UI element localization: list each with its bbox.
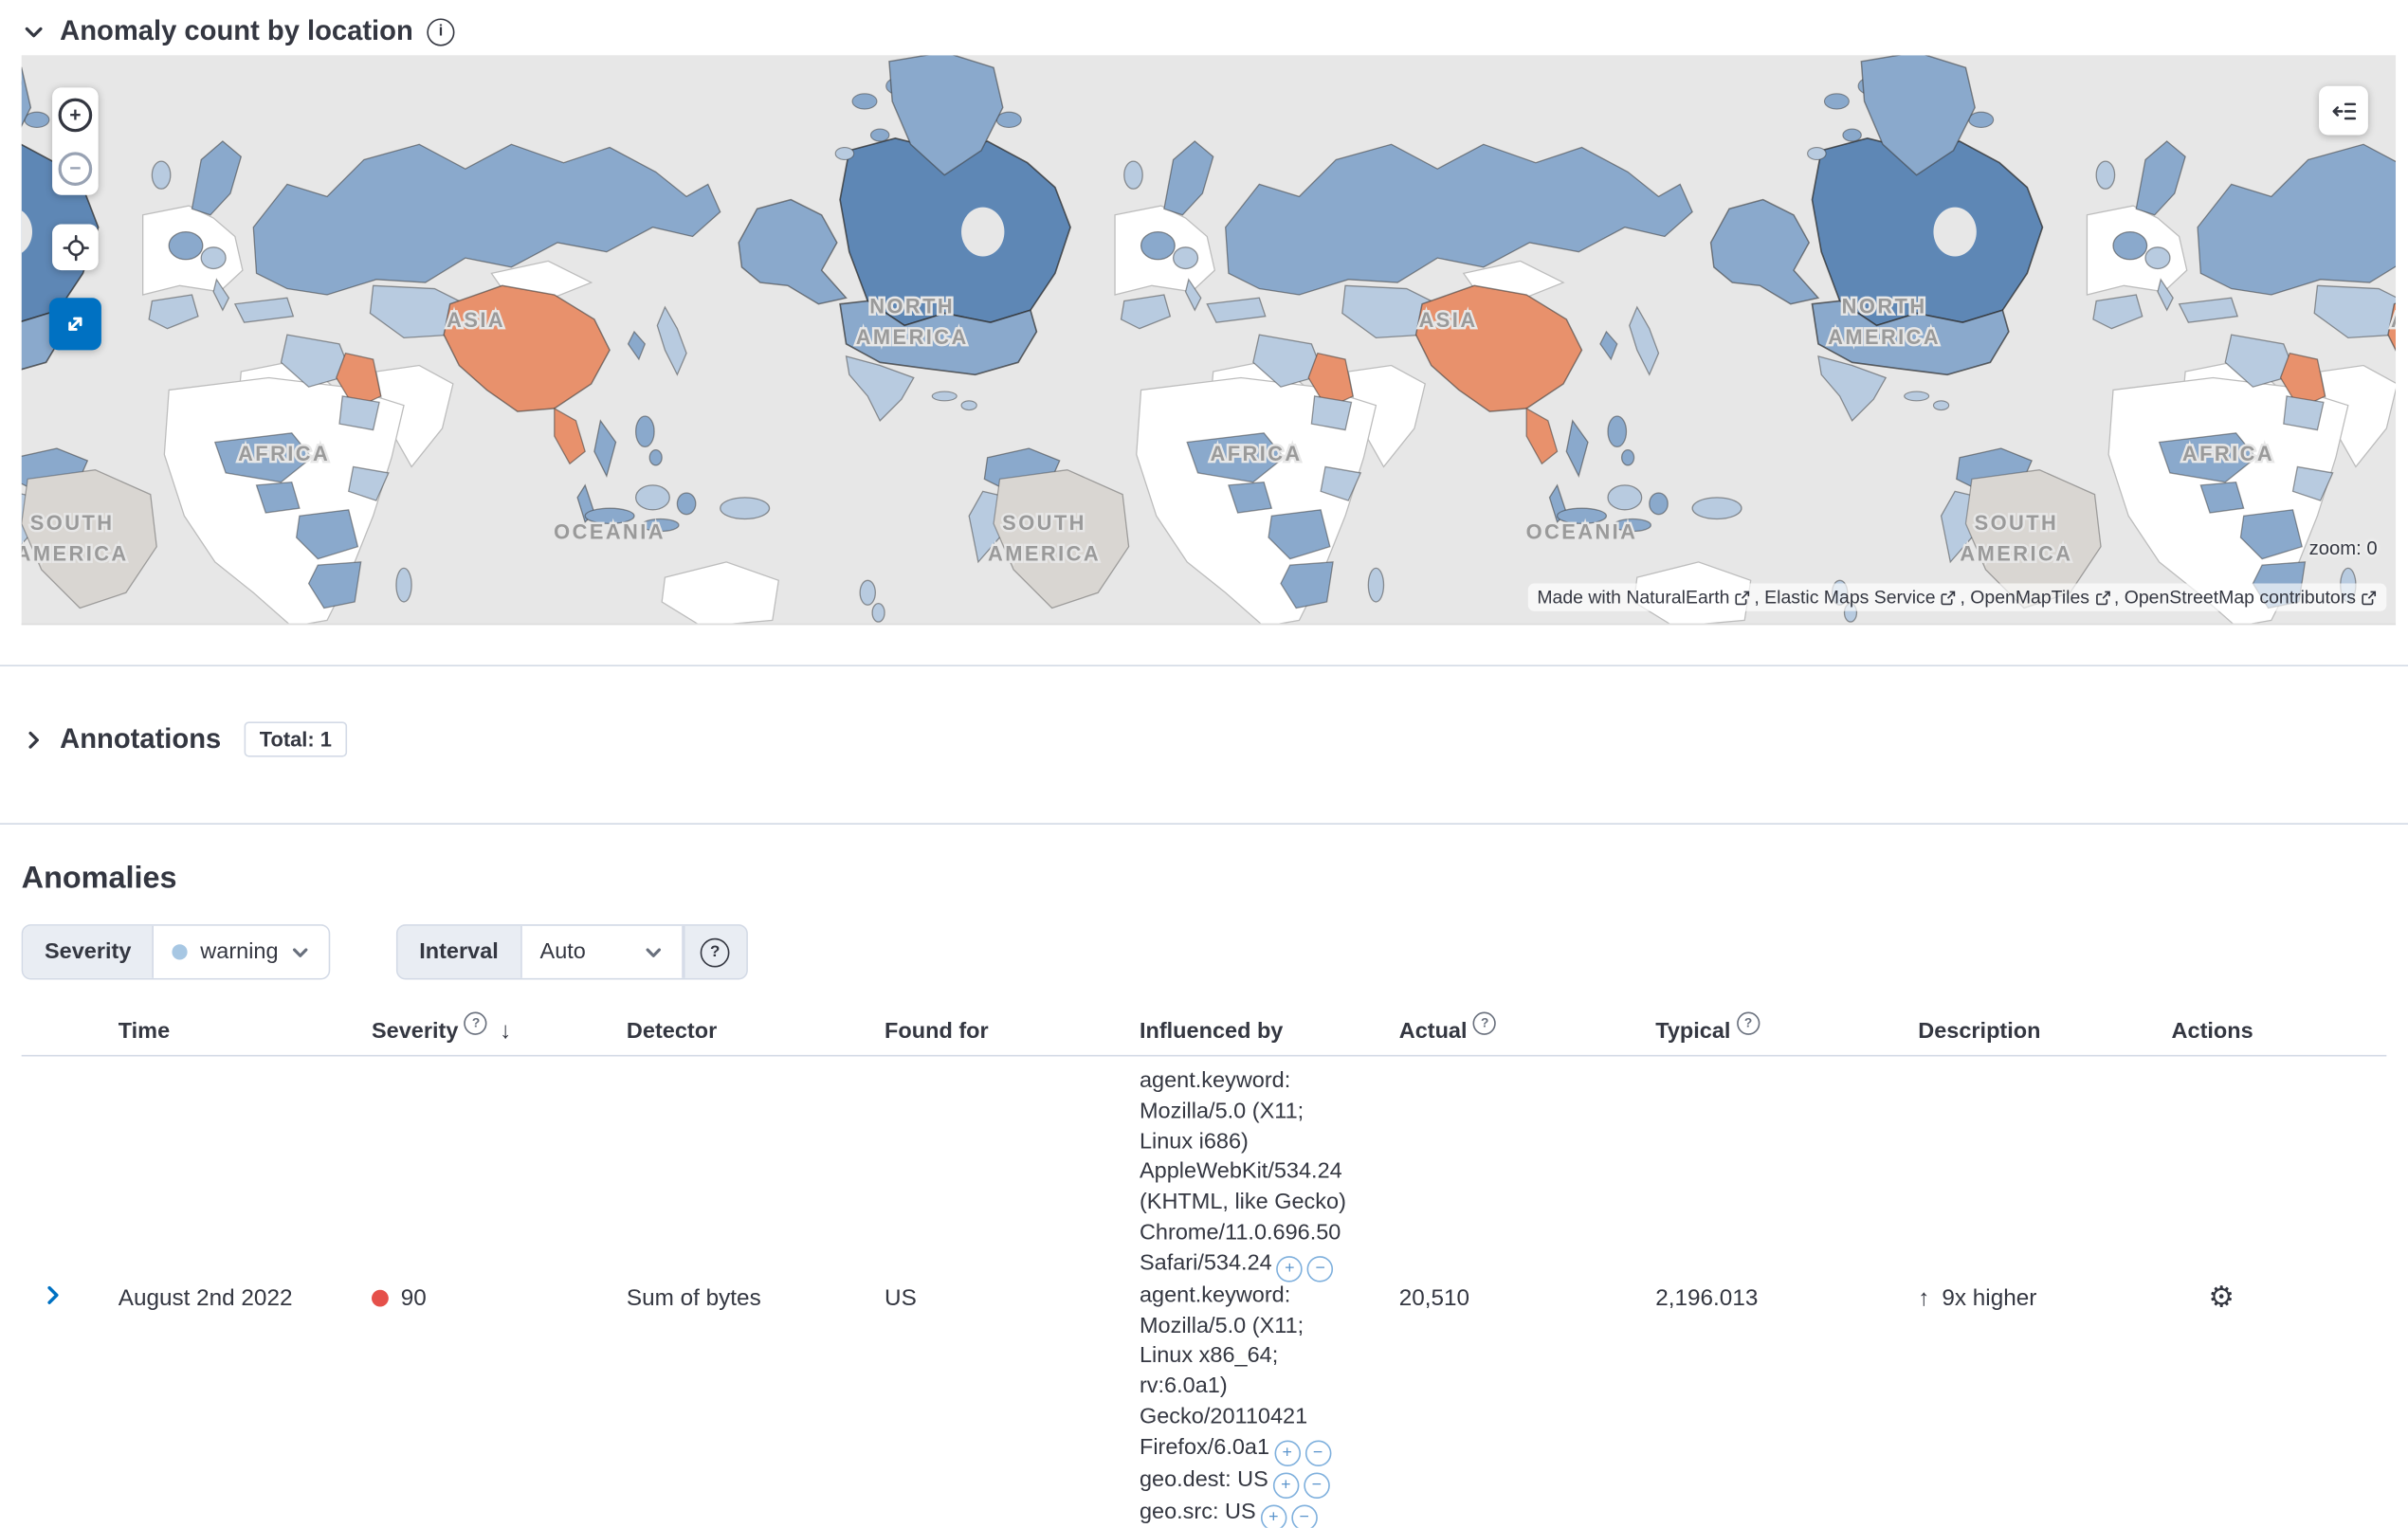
filter-out-icon[interactable]: −	[1306, 1255, 1334, 1282]
zoom-out-icon: −	[58, 151, 93, 186]
help-icon: ?	[700, 937, 730, 967]
cell-detector: Sum of bytes	[626, 1284, 761, 1311]
info-icon[interactable]: i	[427, 17, 455, 45]
arrow-up-icon: ↑	[1918, 1284, 1930, 1311]
header-severity[interactable]: Severity ? ↓	[350, 1011, 605, 1045]
header-time: Time	[118, 1018, 171, 1044]
annotations-header: Annotations Total: 1	[22, 721, 348, 757]
attribution-link-openstreetmap[interactable]: , OpenStreetMap contributors	[2114, 587, 2378, 608]
cell-actions: ⚙	[2150, 1280, 2386, 1315]
filter-out-icon[interactable]: −	[1290, 1504, 1318, 1528]
help-icon[interactable]: ?	[1736, 1011, 1760, 1035]
external-link-icon	[1941, 590, 1956, 605]
cell-found-for: US	[885, 1284, 917, 1311]
row-expand-button[interactable]	[22, 1282, 97, 1314]
interval-value: Auto	[539, 939, 586, 965]
legend-collapse-icon	[2331, 101, 2356, 119]
zoom-in-button[interactable]: +	[58, 97, 93, 132]
zoom-level-indicator: zoom: 0	[2308, 537, 2378, 559]
interval-filter: Interval Auto ?	[395, 924, 748, 980]
table-header-row: Time Severity ? ↓ Detector Found for Inf…	[21, 1011, 2387, 1057]
chevron-down-icon	[293, 947, 308, 957]
attribution-link-naturalearth[interactable]: Made with NaturalEarth	[1537, 587, 1751, 608]
severity-score: 90	[400, 1284, 427, 1311]
help-icon[interactable]: ?	[1473, 1011, 1497, 1035]
cell-time: August 2nd 2022	[118, 1284, 293, 1311]
header-typical: Typical?	[1634, 1011, 1897, 1045]
attribution-link-elastic-maps-service[interactable]: , Elastic Maps Service	[1754, 587, 1957, 608]
sort-descending-icon: ↓	[500, 1017, 512, 1045]
external-link-icon	[2362, 590, 2377, 605]
filter-out-icon[interactable]: −	[1304, 1440, 1331, 1466]
filter-for-icon[interactable]: +	[1260, 1504, 1287, 1528]
header-detector: Detector	[626, 1018, 718, 1044]
external-link-icon	[2095, 590, 2110, 605]
expand-icon	[68, 317, 82, 331]
annotations-title: Annotations	[60, 722, 222, 755]
header-actual: Actual?	[1377, 1011, 1634, 1045]
map-panel-header: Anomaly count by location i	[22, 15, 455, 47]
header-expander-col	[22, 1018, 97, 1045]
choropleth-map[interactable]: ASIA OCEANIA AFRICA NORTH AMERICA SOUTH …	[21, 55, 2397, 626]
filter-for-icon[interactable]: +	[1272, 1472, 1300, 1499]
filter-for-icon[interactable]: +	[1276, 1255, 1304, 1282]
zoom-in-icon: +	[58, 97, 93, 132]
zoom-out-button[interactable]: −	[58, 151, 93, 186]
filter-out-icon[interactable]: −	[1304, 1472, 1330, 1499]
attribution-link-openmaptiles[interactable]: , OpenMapTiles	[1960, 587, 2110, 608]
severity-filter-label: Severity	[23, 925, 155, 978]
header-actions: Actions	[2171, 1018, 2253, 1044]
gear-icon[interactable]: ⚙	[2208, 1281, 2235, 1314]
cell-influenced-by: agent.keyword: Mozilla/5.0 (X11; Linux i…	[1118, 1056, 1377, 1528]
interval-filter-label: Interval	[397, 925, 520, 978]
chevron-right-icon[interactable]	[22, 727, 46, 752]
table-row: August 2nd 2022 90 Sum of bytes US agent…	[22, 1056, 2387, 1528]
world-map-svg: ASIA OCEANIA AFRICA NORTH AMERICA SOUTH …	[22, 55, 2396, 623]
severity-warning-dot	[173, 944, 189, 960]
anomalies-title: Anomalies	[21, 861, 177, 896]
help-icon[interactable]: ?	[464, 1011, 488, 1035]
map-attribution: Made with NaturalEarth , Elastic Maps Se…	[1527, 583, 2387, 611]
cell-description: ↑ 9x higher	[1897, 1284, 2150, 1311]
set-view-button[interactable]	[52, 224, 99, 271]
zoom-controls: + −	[52, 87, 99, 195]
severity-filter: Severity warning	[21, 924, 331, 980]
severity-dot	[372, 1288, 389, 1306]
cell-actual: 20,510	[1398, 1284, 1470, 1311]
collapse-legend-button[interactable]	[2319, 85, 2368, 136]
description-text: 9x higher	[1942, 1284, 2037, 1311]
header-description: Description	[1918, 1018, 2041, 1044]
cell-severity: 90	[350, 1284, 605, 1311]
section-divider	[0, 664, 2408, 667]
crosshair-icon	[62, 234, 89, 261]
external-link-icon	[1735, 590, 1750, 605]
cell-typical: 2,196.013	[1655, 1284, 1759, 1311]
filter-for-icon[interactable]: +	[1273, 1440, 1301, 1466]
interval-select[interactable]: Auto	[520, 925, 684, 978]
chevron-right-icon	[47, 1285, 59, 1304]
map-panel-title: Anomaly count by location	[60, 15, 413, 46]
annotations-total-badge: Total: 1	[244, 721, 348, 757]
section-divider	[0, 823, 2408, 825]
fullscreen-map-button[interactable]	[48, 298, 101, 351]
header-found-for: Found for	[885, 1018, 989, 1044]
header-influenced-by: Influenced by	[1139, 1018, 1284, 1044]
severity-filter-value: warning	[200, 939, 279, 965]
anomalies-table: Time Severity ? ↓ Detector Found for Inf…	[21, 1011, 2387, 1528]
interval-help-button[interactable]: ?	[683, 925, 746, 978]
chevron-down-icon[interactable]	[22, 19, 46, 44]
severity-filter-select[interactable]: warning	[154, 925, 330, 978]
chevron-down-icon	[645, 947, 661, 957]
